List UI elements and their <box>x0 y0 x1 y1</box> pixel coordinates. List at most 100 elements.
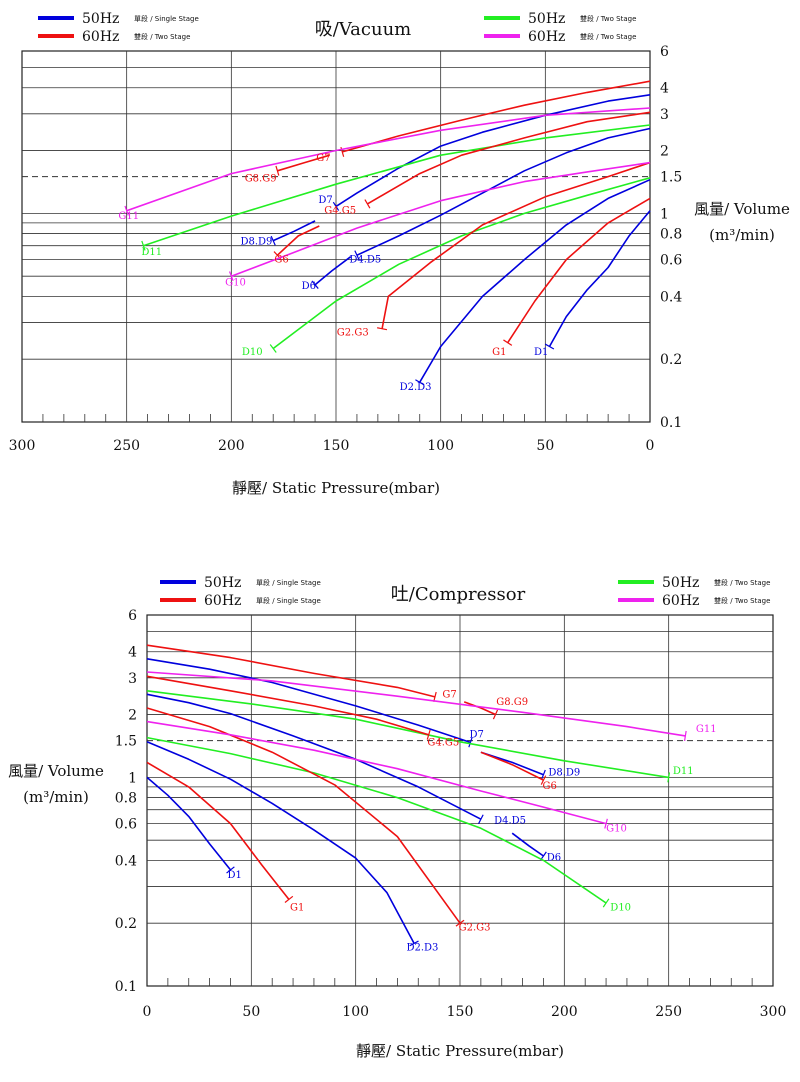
legend-stage: 雙段 / Two Stage <box>580 14 636 23</box>
curve-label: D10 <box>242 347 263 358</box>
series-end-marker <box>544 343 555 350</box>
curve-label: D6 <box>547 852 561 863</box>
series-end-marker <box>415 379 425 386</box>
series-g6 <box>276 225 320 256</box>
curve-label: G2.G3 <box>459 922 491 933</box>
legend-freq: 60Hz <box>204 593 241 609</box>
series-end-marker <box>332 201 340 211</box>
curve-label: D1 <box>534 347 548 358</box>
y-tick-label: 3 <box>128 671 137 687</box>
series-end-marker <box>540 775 547 785</box>
curve-label: D4.D5 <box>494 816 526 827</box>
legend-freq: 50Hz <box>528 11 565 27</box>
y-axis-label: 風量/ Volume <box>8 762 104 780</box>
x-tick-label: 150 <box>447 1004 474 1020</box>
series-d7 <box>146 658 471 744</box>
series-end-marker <box>364 199 371 209</box>
compressor-chart: 0 50 100 150 200 250 300 6 4 3 2 1.5 1 0.8 0.6 0.4 0.2 0.… <box>8 575 786 1060</box>
y-axis-unit: (m³/min) <box>23 788 89 806</box>
curve-label: G6 <box>543 781 557 792</box>
x-tick-label: 200 <box>551 1004 578 1020</box>
y-tick-label: 0.6 <box>115 817 137 833</box>
chart-title: 吸/Vacuum <box>315 19 411 40</box>
y-tick-label: 0.2 <box>660 352 682 368</box>
curve-label: G4.G5 <box>427 738 459 749</box>
y-tick-label: 1 <box>660 206 669 222</box>
series-d11 <box>143 124 651 247</box>
x-tick-label: 250 <box>113 438 140 454</box>
series-end-marker <box>377 327 388 331</box>
legend-stage: 單段 / Single Stage <box>134 14 199 23</box>
legend-stage: 單段 / Single Stage <box>256 596 321 605</box>
series-g7 <box>342 80 651 153</box>
series-end-marker <box>468 737 473 748</box>
legend-stage: 單段 / Single Stage <box>256 578 321 587</box>
series-end-marker <box>354 250 360 261</box>
series-g2-g3 <box>146 707 461 924</box>
y-tick-label: 0.8 <box>115 791 137 807</box>
series-g10 <box>231 161 651 277</box>
series-end-marker <box>409 940 419 947</box>
series-end-marker <box>284 895 294 903</box>
y-tick-label: 4 <box>660 81 669 97</box>
series-d1 <box>548 210 651 347</box>
series-end-marker <box>604 818 608 829</box>
curve-label: D6 <box>302 281 316 292</box>
y-tick-label: 0.4 <box>660 289 682 305</box>
x-tick-label: 100 <box>427 438 454 454</box>
x-tick-label: 50 <box>536 438 554 454</box>
x-tick-label: 100 <box>342 1004 369 1020</box>
curve-label: D11 <box>673 766 694 777</box>
series-end-marker <box>478 814 484 824</box>
y-tick-label: 0.1 <box>660 415 682 431</box>
legend-stage: 雙段 / Two Stage <box>134 32 190 41</box>
series-d2-d3 <box>146 741 415 944</box>
series-end-marker <box>426 729 431 740</box>
series-g8-g9 <box>277 154 330 172</box>
legend-freq: 60Hz <box>82 29 119 45</box>
curve-label: D2.D3 <box>400 382 432 393</box>
series-end-marker <box>541 769 546 780</box>
series-end-marker <box>226 866 235 874</box>
curve-label: G8.G9 <box>245 174 277 185</box>
y-tick-label: 2 <box>128 708 137 724</box>
curve-label: G6 <box>274 255 288 266</box>
curve-label: G11 <box>118 211 139 222</box>
y-axis-label: 風量/ Volume <box>694 200 790 218</box>
curve-label: D7 <box>318 195 332 206</box>
series-end-marker <box>503 339 513 346</box>
curve-label: D4.D5 <box>349 255 381 266</box>
series-end-marker <box>269 344 277 353</box>
x-tick-label: 0 <box>646 438 655 454</box>
series-end-marker <box>455 919 465 927</box>
x-tick-label: 150 <box>323 438 350 454</box>
y-tick-label: 0.8 <box>660 227 682 243</box>
curve-label: G11 <box>696 724 717 735</box>
series-end-marker <box>124 205 129 216</box>
series-d8-d9 <box>272 220 316 242</box>
y-tick-label: 0.2 <box>115 916 137 932</box>
curve-label: G8.G9 <box>496 697 528 708</box>
y-tick-label: 6 <box>660 44 669 60</box>
curve-label: G1 <box>492 347 506 358</box>
y-tick-label: 0.1 <box>115 979 137 995</box>
legend-stage: 雙段 / Two Stage <box>714 578 770 587</box>
series-d4-d5 <box>356 127 651 256</box>
curve-label: G10 <box>606 824 627 835</box>
vacuum-chart: 300 250 200 150 100 50 0 6 4 3 2 1.5 1 0.8 0.6 0.4 0.2 0.… <box>9 11 790 497</box>
series-end-marker <box>311 280 319 289</box>
series-g4-g5 <box>146 675 429 736</box>
x-tick-label: 250 <box>655 1004 682 1020</box>
curve-label: G1 <box>290 903 304 914</box>
legend-freq: 60Hz <box>662 593 699 609</box>
series-d7 <box>335 94 651 208</box>
y-tick-label: 1.5 <box>660 170 682 186</box>
curve-label: D8.D9 <box>240 236 272 247</box>
legend-freq: 50Hz <box>662 575 699 591</box>
x-axis-label: 靜壓/ Static Pressure(mbar) <box>356 1042 564 1060</box>
series-end-marker <box>667 772 671 783</box>
series-d2-d3 <box>419 178 651 383</box>
series-g6 <box>480 751 544 781</box>
chart-title: 吐/Compressor <box>391 584 526 605</box>
